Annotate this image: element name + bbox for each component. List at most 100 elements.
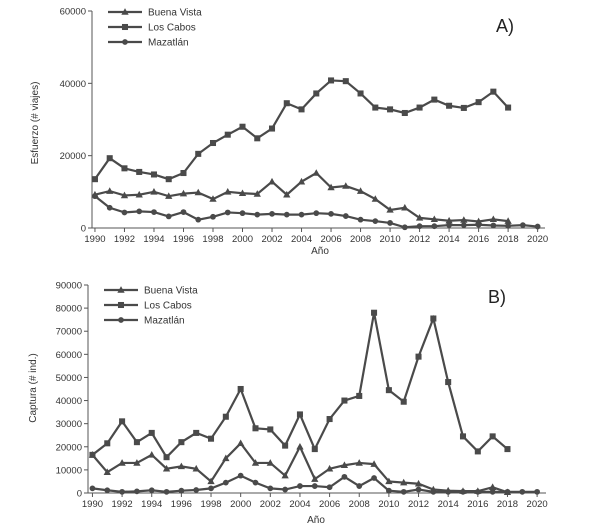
- panel-a-x-tick-label: 2018: [498, 234, 519, 245]
- panel-a-series-line-los-cabos: [94, 79, 509, 181]
- panel-b-point-los-cabos: [415, 353, 422, 360]
- panel-a-point-mazatlan: [431, 223, 438, 230]
- panel-a-point-mazatlan: [106, 204, 113, 211]
- panel-b-x-tick-label: 2012: [408, 499, 429, 510]
- panel-a-point-mazatlan: [165, 213, 172, 220]
- panel-b-legend-entry-los-cabos: Los Cabos: [104, 301, 192, 312]
- panel-a-x-tick-label: 1996: [173, 234, 194, 245]
- panel-b-point-los-cabos: [163, 454, 170, 461]
- panel-a-point-los-cabos: [298, 106, 305, 113]
- panel-b-point-mazatlan: [326, 484, 333, 491]
- panel-a-legend-label-buena-vista: Buena Vista: [148, 8, 202, 19]
- panel-a-point-los-cabos: [268, 125, 276, 132]
- panel-a-legend-entry-los-cabos: Los Cabos: [108, 23, 196, 34]
- panel-b-point-mazatlan: [415, 486, 422, 493]
- panel-a-point-los-cabos: [106, 155, 113, 162]
- panel-b-point-los-cabos: [296, 411, 303, 418]
- panel-a-point-mazatlan: [416, 223, 423, 230]
- panel-b-point-mazatlan: [400, 488, 407, 495]
- panel-a-point-buena-vista: [371, 195, 379, 202]
- panel-b-point-los-cabos: [104, 440, 111, 447]
- panel-b-point-buena-vista: [385, 477, 393, 485]
- panel-a-x-tick-label: 2000: [232, 234, 253, 245]
- panel-b-point-mazatlan: [178, 487, 185, 494]
- panel-a-point-los-cabos: [165, 176, 172, 183]
- panel-a-point-buena-vista: [238, 189, 247, 197]
- panel-a-point-los-cabos: [505, 104, 512, 111]
- panel-a-legend-marker-mazatlan: [122, 39, 128, 45]
- panel-a-point-mazatlan: [254, 211, 261, 218]
- panel-b-point-los-cabos: [311, 446, 318, 453]
- panel-a-x-tick-label: 2008: [350, 234, 371, 245]
- panel-a-legend-marker-buena-vista: [121, 8, 129, 15]
- panel-a-point-mazatlan: [269, 211, 275, 217]
- panel-a-point-mazatlan: [239, 210, 246, 217]
- panel-b-legend-entry-buena-vista: Buena Vista: [104, 286, 198, 297]
- panel-b-point-mazatlan: [104, 487, 111, 494]
- panel-a-point-buena-vista: [224, 188, 232, 195]
- panel-a-x-tick-label: 2004: [291, 234, 312, 245]
- panel-a-point-buena-vista: [150, 188, 158, 195]
- panel-b-legend-label-mazatlan: Mazatlán: [144, 316, 185, 327]
- panel-b-point-mazatlan: [430, 488, 437, 495]
- panel-b-point-buena-vista: [162, 464, 171, 472]
- panel-a-point-buena-vista: [297, 177, 306, 185]
- panel-b-point-los-cabos: [148, 429, 155, 436]
- chart-panel-b: B) Año Captura (# ind.) 0 10000 20000 30000…: [28, 281, 548, 527]
- panel-b-point-buena-vista: [192, 464, 200, 472]
- panel-a-point-mazatlan: [446, 222, 452, 228]
- panel-b-legend-label-buena-vista: Buena Vista: [144, 286, 198, 297]
- panel-a-point-mazatlan: [475, 221, 482, 228]
- panel-a-point-los-cabos: [150, 171, 157, 178]
- panel-a-y-tick-label: 20000: [60, 151, 86, 162]
- panel-a-point-mazatlan: [401, 224, 408, 231]
- panel-a-point-mazatlan: [328, 211, 334, 217]
- panel-a-point-los-cabos: [372, 104, 379, 111]
- panel-b-point-mazatlan: [193, 487, 200, 493]
- panel-b-y-tick-label: 50000: [56, 373, 82, 384]
- panel-b-x-tick-label: 1990: [82, 499, 103, 510]
- panel-a-point-los-cabos: [121, 165, 128, 172]
- panel-a-point-mazatlan: [342, 213, 349, 219]
- panel-b-point-los-cabos: [193, 429, 200, 436]
- panel-a-x-tick-label: 1990: [84, 234, 105, 245]
- panel-a-point-los-cabos: [136, 168, 143, 175]
- panel-a-point-los-cabos: [387, 106, 394, 113]
- panel-b-point-mazatlan: [252, 479, 259, 486]
- panel-a-legend-entry-buena-vista: Buena Vista: [108, 8, 202, 19]
- panel-b-x-tick-label: 2002: [260, 499, 281, 510]
- panel-a-point-mazatlan: [92, 193, 98, 200]
- panel-a-point-los-cabos: [313, 90, 320, 97]
- panel-a-point-mazatlan: [283, 211, 290, 218]
- panel-b-point-los-cabos: [178, 439, 185, 446]
- panel-a-point-buena-vista: [253, 190, 261, 197]
- panel-a-point-mazatlan: [224, 209, 231, 216]
- panel-a-point-mazatlan: [195, 216, 202, 223]
- panel-b-point-mazatlan: [489, 488, 496, 495]
- panel-b-point-los-cabos: [459, 433, 467, 440]
- panel-a-point-buena-vista: [209, 195, 217, 202]
- panel-a-point-mazatlan: [490, 222, 497, 229]
- panel-b-y-axis-title: Captura (# ind.): [28, 353, 39, 422]
- panel-b-point-los-cabos: [400, 398, 407, 405]
- panel-a-point-los-cabos: [342, 78, 349, 85]
- panel-b-y-tick-label: 70000: [56, 327, 82, 338]
- panel-b-point-buena-vista: [370, 460, 378, 467]
- panel-a-x-tick-label: 2002: [261, 234, 282, 245]
- panel-a-x-axis-title: Año: [311, 246, 329, 257]
- panel-b-point-los-cabos: [341, 397, 348, 404]
- panel-b-point-los-cabos: [489, 433, 496, 440]
- panel-b-point-buena-vista: [251, 459, 260, 466]
- panel-b-point-mazatlan: [89, 485, 96, 492]
- panel-b-point-buena-vista: [400, 478, 408, 486]
- panel-b-point-los-cabos: [252, 425, 259, 432]
- panel-b-point-buena-vista: [266, 459, 274, 466]
- panel-a-point-buena-vista: [283, 190, 291, 198]
- panel-a-y-tick-label: 40000: [60, 79, 86, 90]
- panel-a-point-mazatlan: [519, 222, 526, 228]
- panel-b-point-buena-vista: [311, 475, 319, 482]
- panel-a-legend-marker-los-cabos: [121, 23, 129, 31]
- panel-b-point-los-cabos: [282, 442, 289, 449]
- panel-a-point-mazatlan: [534, 223, 541, 230]
- panel-b-point-mazatlan: [208, 485, 214, 492]
